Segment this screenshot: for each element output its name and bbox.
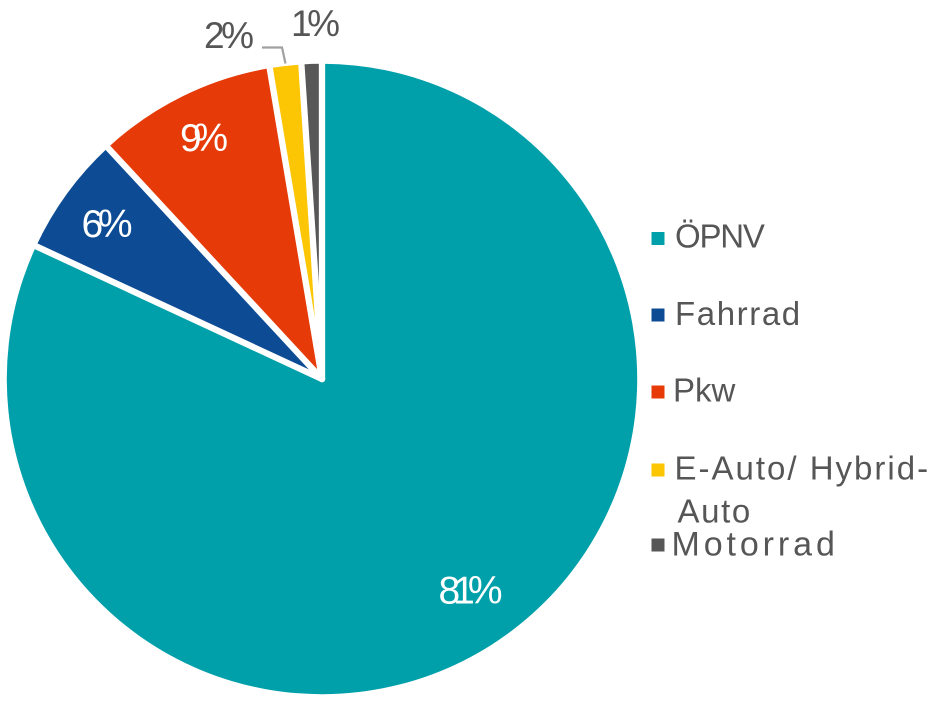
svg-text:Auto: Auto bbox=[678, 492, 752, 529]
svg-text:Pkw: Pkw bbox=[673, 372, 736, 409]
svg-text:Fahrrad: Fahrrad bbox=[675, 295, 802, 332]
svg-text:1%: 1% bbox=[291, 3, 340, 44]
svg-text:E-Auto/ Hybrid-: E-Auto/ Hybrid- bbox=[675, 450, 931, 487]
svg-text:ÖPNV: ÖPNV bbox=[675, 218, 765, 255]
svg-text:6%: 6% bbox=[82, 203, 133, 246]
svg-text:2%: 2% bbox=[204, 15, 254, 56]
svg-text:9%: 9% bbox=[180, 117, 228, 160]
svg-text:Motorrad: Motorrad bbox=[672, 526, 839, 564]
svg-text:81%: 81% bbox=[439, 570, 503, 613]
